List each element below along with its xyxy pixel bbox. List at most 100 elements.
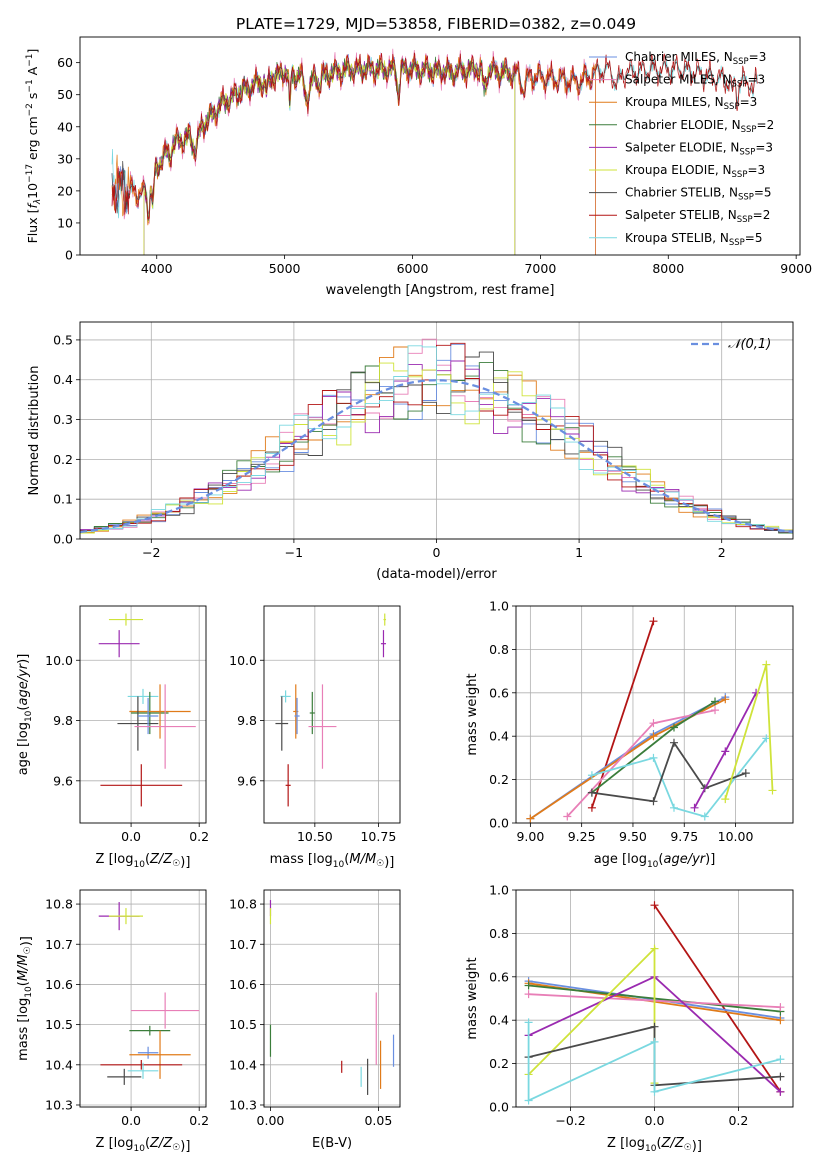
weight-vs-age-ytick-label: 0.0: [489, 816, 509, 831]
mass-vs-Z-ylabel: mass [log10(M/M☉)]: [16, 936, 34, 1061]
spectrum-xtick-label: 5000: [269, 261, 301, 276]
age-vs-Z-xlabel: Z [log10(Z/Z☉)]: [96, 852, 191, 870]
weight-vs-age-xtick-label: 9.25: [568, 829, 596, 844]
weight-marker: [776, 1016, 785, 1025]
weight-marker: [649, 617, 658, 626]
data-point: [98, 630, 140, 658]
normal-reference-curve: [80, 379, 793, 534]
legend-entry: Salpeter MILES, NSSP=3: [625, 73, 765, 90]
weight-vs-Z-xtick-label: 0.2: [728, 1113, 748, 1128]
mass-vs-EBV-frame: [263, 889, 401, 1108]
weight-marker: [776, 1087, 785, 1096]
spectrum-xtick-label: 8000: [652, 261, 684, 276]
spectrum-ytick-label: 60: [57, 55, 73, 70]
weight-marker: [711, 706, 720, 715]
age-vs-Z-ytick-label: 10.0: [45, 653, 73, 668]
weight-marker: [649, 719, 658, 728]
age-vs-mass-xtick-label: 10.50: [297, 829, 333, 844]
weight-marker: [711, 697, 720, 706]
weight-marker: [700, 812, 709, 821]
spectrum-ytick-label: 40: [57, 119, 73, 134]
weight-vs-Z-ylabel: mass weight: [465, 957, 480, 1039]
data-point: [108, 613, 143, 626]
weight-marker: [690, 803, 699, 812]
age-vs-mass-axes: 10.50 10.75 9.6 9.8 10.0: [229, 606, 400, 844]
weight-marker: [741, 769, 750, 778]
data-point: [383, 613, 387, 626]
weight-series: [563, 706, 720, 821]
weight-vs-age-ytick-label: 0.4: [489, 729, 509, 744]
weight-vs-Z-ytick-label: 0.8: [489, 926, 509, 941]
legend-entry: Chabrier STELIB, NSSP=5: [625, 186, 772, 203]
residuals-ytick-label: 0.3: [53, 412, 73, 427]
mass-vs-Z-xlabel: Z [log10(Z/Z☉)]: [96, 1136, 191, 1154]
spectrum-ylabel: Flux [fλ10−17 erg cm−2 s−1 A−1]: [25, 49, 43, 244]
data-point: [107, 1068, 142, 1085]
age-vs-Z-ylabel: age [log10(age/yr)]: [16, 654, 34, 776]
spectrum-ytick-label: 0: [65, 248, 73, 263]
age-vs-mass-xtick-label: 10.75: [360, 829, 396, 844]
spectrum-legend: Chabrier MILES, NSSP=3 Salpeter MILES, NS…: [589, 50, 774, 248]
spectrum-ytick-label: 50: [57, 87, 73, 102]
weight-series: [524, 1018, 785, 1105]
legend-entry: Chabrier ELODIE, NSSP=2: [625, 118, 774, 135]
residuals-xtick-label: −1: [285, 545, 303, 560]
data-point: [117, 696, 159, 751]
weight-vs-age-xtick-label: 10.00: [718, 829, 754, 844]
weight-line: [527, 946, 656, 1084]
weight-vs-age-ytick-label: 0.2: [489, 772, 509, 787]
weight-marker: [587, 788, 596, 797]
residuals-ylabel: Normed distribution: [27, 366, 42, 496]
residuals-xtick-label: 0: [433, 545, 441, 560]
weight-vs-age-frame: [515, 605, 794, 824]
data-point: [137, 1046, 159, 1059]
age-vs-Z-xtick-label: 0.2: [189, 829, 209, 844]
weight-vs-Z-xlabel: Z [log10(Z/Z☉)]: [607, 1136, 702, 1154]
data-point: [129, 684, 191, 739]
age-vs-Z-axes: 0.0 0.2 9.6 9.8 10.0: [45, 606, 209, 844]
weight-line: [529, 696, 726, 820]
weight-marker: [649, 797, 658, 806]
mass-vs-Z-ytick-label: 10.6: [45, 977, 73, 992]
age-vs-mass-ytick-label: 9.8: [237, 713, 257, 728]
legend-entry: Kroupa STELIB, NSSP=5: [625, 231, 763, 248]
weight-marker: [587, 771, 596, 780]
weight-vs-age-xtick-label: 9.00: [516, 829, 544, 844]
age-vs-mass-points: [275, 613, 387, 807]
age-vs-Z-xtick-label: 0.0: [121, 829, 141, 844]
weight-vs-Z-ytick-label: 0.4: [489, 1013, 509, 1028]
weight-series: [721, 660, 777, 804]
chart-panels: 4000 5000 6000 7000 8000 90000102030405060wav…: [16, 36, 812, 1154]
weight-marker: [762, 660, 771, 669]
age-vs-Z-frame: [79, 605, 207, 824]
residuals-axes: −2 −1 0 1 2 0.0 0.1 0.2 0.3 0.4 0.5: [53, 322, 793, 560]
weight-line: [529, 698, 726, 820]
mass-vs-EBV-xlabel: E(B-V): [312, 1136, 352, 1151]
residuals-ytick-label: 0.0: [53, 532, 73, 547]
spectrum-ytick-label: 10: [57, 215, 73, 230]
data-point: [285, 764, 291, 807]
weight-vs-age-xtick-label: 9.75: [670, 829, 698, 844]
residual-histograms: [80, 338, 793, 534]
weight-marker: [649, 732, 658, 741]
data-point: [129, 1030, 191, 1079]
weight-marker: [768, 786, 777, 795]
data-point: [131, 992, 200, 1029]
mass-vs-Z-points: [98, 902, 200, 1085]
data-point: [100, 764, 183, 807]
weight-marker: [776, 1072, 785, 1081]
age-vs-mass-xlabel: mass [log10(M/M☉)]: [270, 852, 395, 870]
mass-vs-EBV-xtick-label: 0.00: [257, 1113, 285, 1128]
spectrum-xtick-label: 6000: [397, 261, 429, 276]
weight-marker: [650, 1087, 659, 1096]
data-point: [131, 691, 169, 735]
weight-line: [591, 700, 716, 794]
weight-marker: [721, 695, 730, 704]
residuals-ytick-label: 0.1: [53, 492, 73, 507]
mass-vs-EBV-ytick-label: 10.4: [229, 1057, 257, 1072]
weight-vs-age-ytick-label: 0.8: [489, 642, 509, 657]
weight-line: [724, 664, 774, 800]
weight-marker: [669, 723, 678, 732]
weight-vs-age-xlabel: age [log10(age/yr)]: [594, 852, 716, 870]
